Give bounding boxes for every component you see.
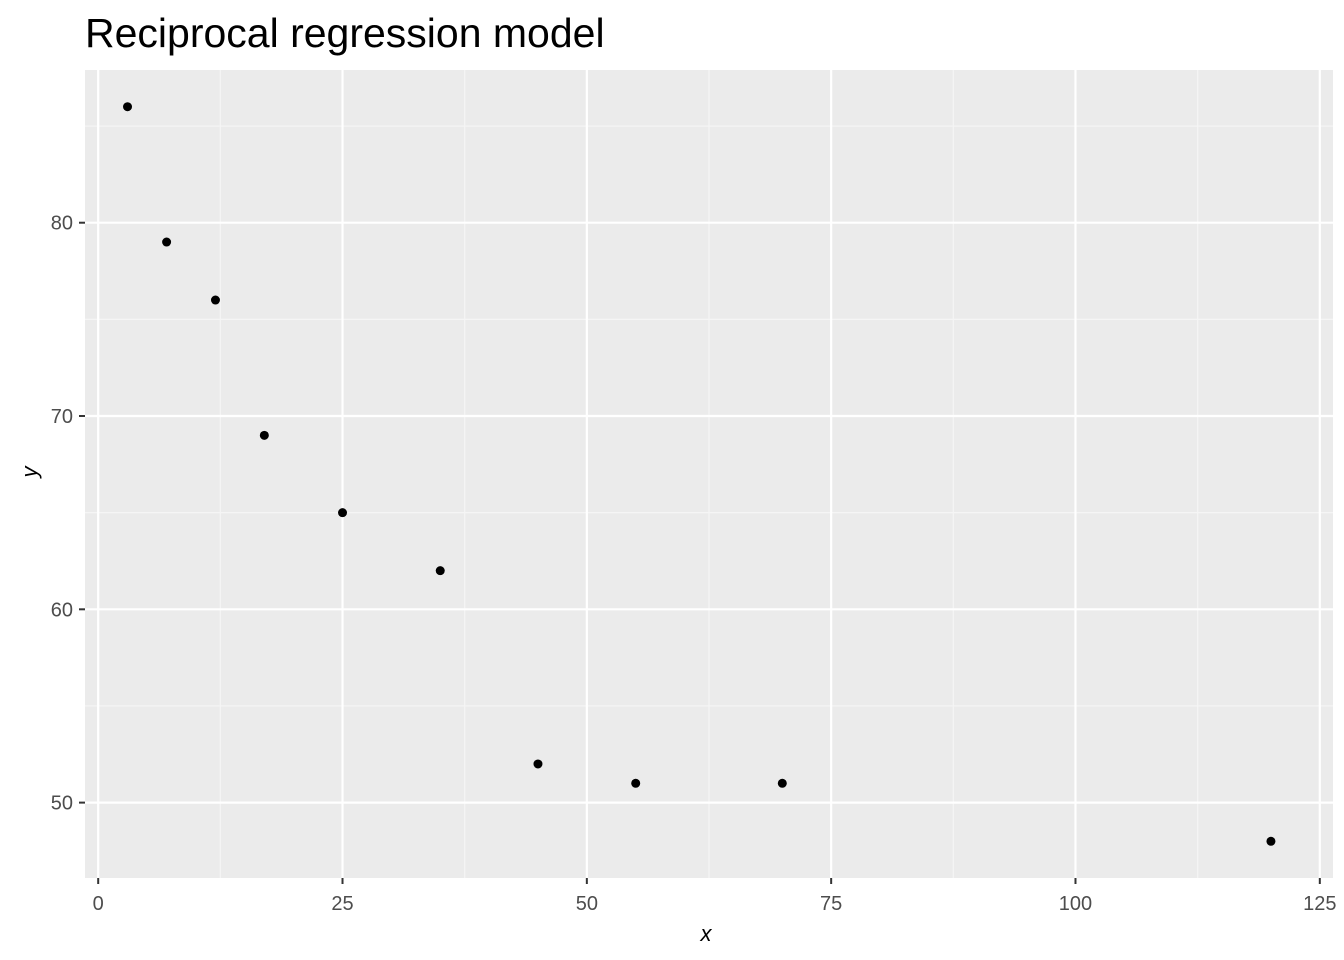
data-point [338, 508, 348, 518]
data-point [123, 102, 133, 112]
data-point [259, 430, 269, 440]
y-axis-title: y [17, 465, 42, 480]
data-point [210, 295, 220, 305]
x-tick-label: 0 [93, 893, 104, 915]
data-point [1266, 836, 1276, 846]
y-tick-label: 60 [51, 599, 73, 621]
y-tick-label: 80 [51, 213, 73, 235]
data-points [123, 102, 1276, 846]
major-gridlines [85, 70, 1333, 878]
data-point [631, 778, 641, 788]
y-tick-label: 50 [51, 793, 73, 815]
data-point [777, 778, 787, 788]
minor-gridlines [85, 70, 1333, 878]
chart-title: Reciprocal regression model [85, 10, 605, 56]
y-axis: 50 60 70 80 [51, 213, 85, 815]
data-point [533, 759, 543, 769]
y-tick-label: 70 [51, 406, 73, 428]
data-point [435, 566, 445, 576]
data-point [162, 237, 172, 247]
x-axis-title: x [700, 921, 713, 946]
x-tick-label: 100 [1059, 893, 1092, 915]
x-tick-label: 50 [576, 893, 598, 915]
x-tick-label: 75 [820, 893, 842, 915]
x-tick-label: 125 [1303, 893, 1336, 915]
x-axis: 0 25 50 75 100 125 [93, 878, 1336, 915]
x-tick-label: 25 [331, 893, 353, 915]
